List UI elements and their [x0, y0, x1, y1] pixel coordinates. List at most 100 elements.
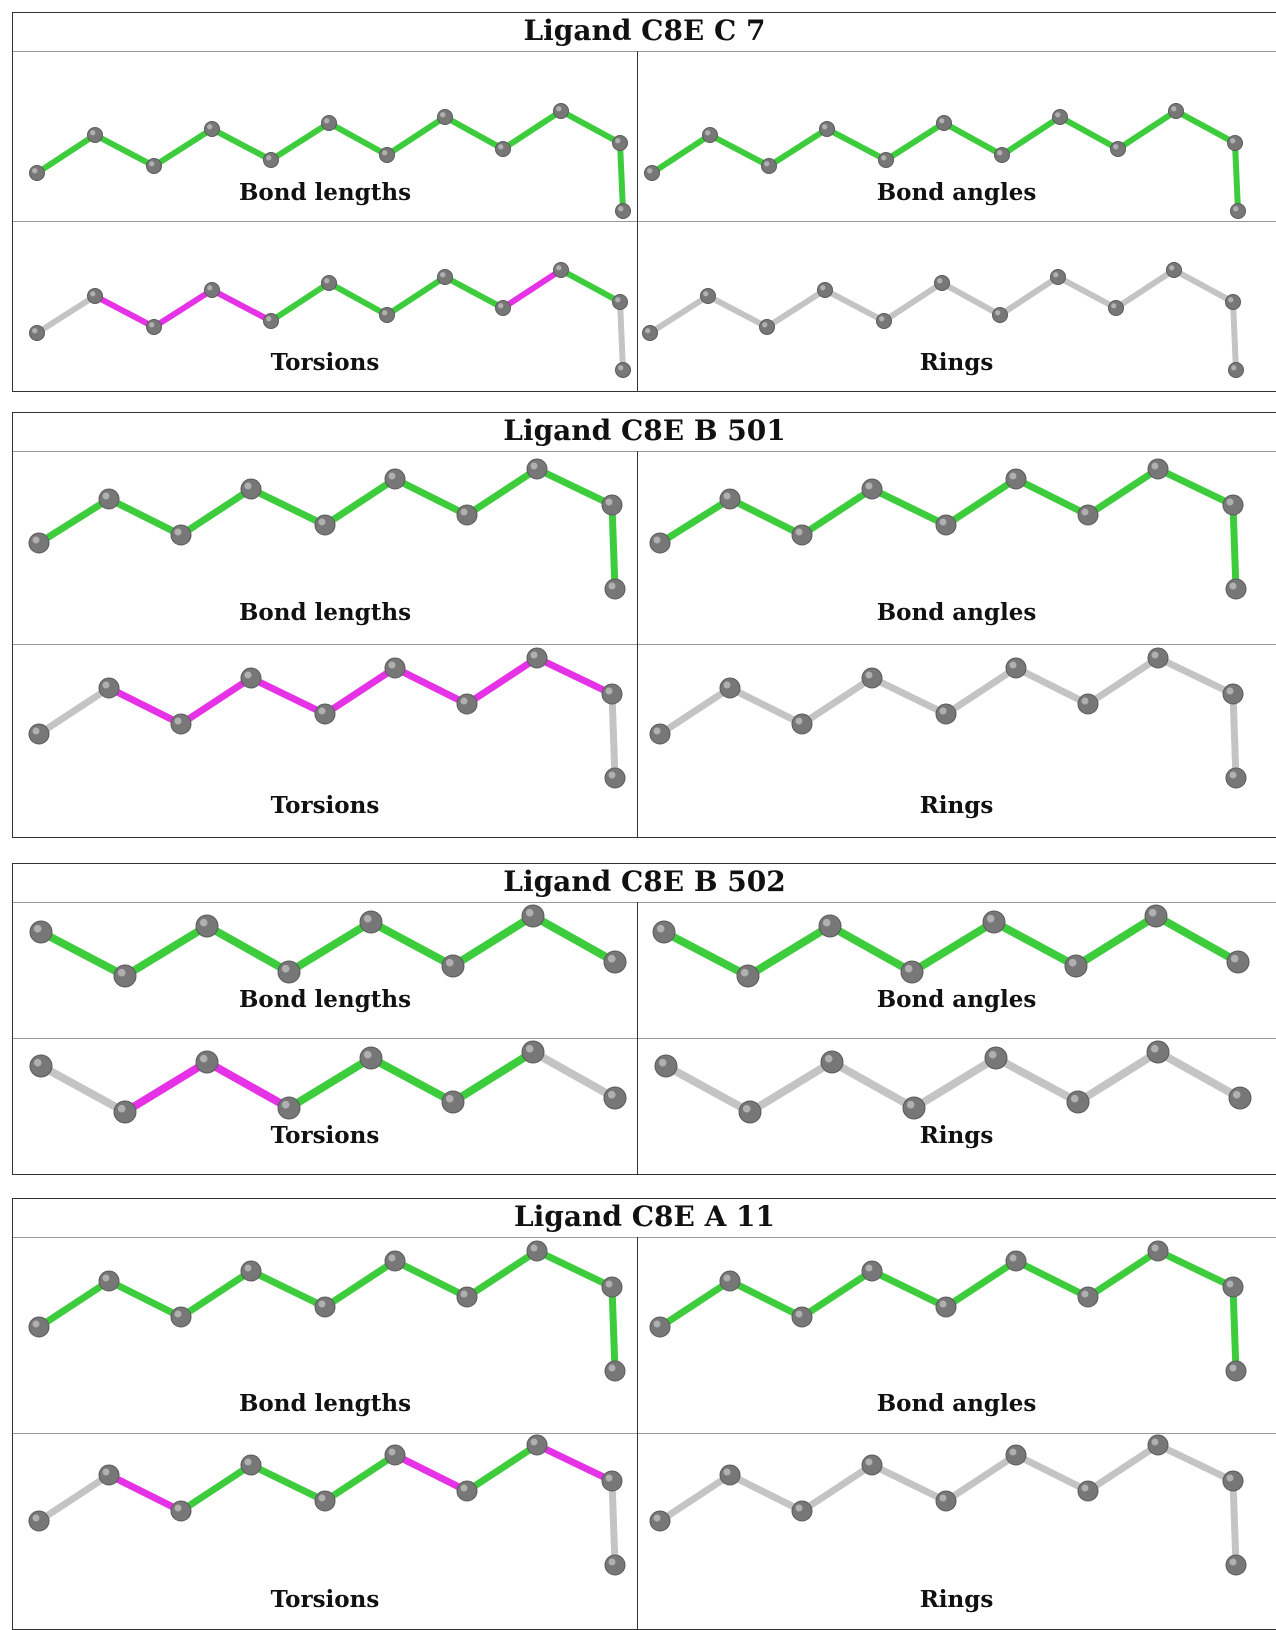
- atom-highlight: [653, 1320, 661, 1328]
- atom-highlight: [266, 316, 272, 322]
- atom: [604, 578, 626, 600]
- bond: [608, 690, 619, 782]
- atom-highlight: [324, 278, 330, 284]
- bond: [463, 465, 541, 519]
- atom: [314, 703, 336, 725]
- panel-label: Bond lengths: [238, 599, 412, 626]
- atom-highlight: [382, 150, 388, 156]
- atom-highlight: [1229, 1558, 1237, 1566]
- atom-highlight: [460, 1290, 468, 1298]
- atom: [204, 121, 220, 137]
- atom-highlight: [207, 285, 213, 291]
- atom: [1225, 1360, 1247, 1382]
- atom-highlight: [388, 472, 396, 480]
- panel-label: Bond angles: [876, 1390, 1037, 1417]
- panel-label: Torsions: [270, 792, 380, 819]
- atom: [791, 1306, 813, 1328]
- bond: [35, 495, 113, 547]
- bond: [744, 922, 834, 980]
- bond: [1012, 475, 1092, 519]
- bond: [942, 664, 1020, 718]
- atom-highlight: [881, 155, 887, 161]
- bond: [1229, 1283, 1240, 1375]
- atom-highlight: [33, 924, 42, 933]
- atom: [982, 910, 1006, 934]
- atom-highlight: [822, 124, 828, 130]
- atom-highlight: [607, 954, 616, 963]
- panel-bond-angles: Bond angles: [637, 902, 1275, 1038]
- panel-label: Torsions: [270, 1586, 380, 1613]
- bond: [939, 280, 1003, 318]
- atom: [384, 1444, 406, 1466]
- ligand-title: Ligand C8E C 7: [13, 13, 1276, 52]
- atom: [1005, 1250, 1027, 1272]
- atom: [98, 488, 120, 510]
- bond: [726, 495, 806, 539]
- atom-highlight: [618, 365, 624, 371]
- bond: [391, 1257, 471, 1301]
- bond: [1084, 465, 1162, 519]
- atom: [29, 325, 45, 341]
- bond: [442, 114, 506, 152]
- atom: [379, 307, 395, 323]
- ligand-title: Ligand C8E B 501: [13, 413, 1276, 452]
- atom-highlight: [742, 1104, 751, 1113]
- atom: [1050, 269, 1066, 285]
- bond: [608, 1283, 619, 1375]
- atom-highlight: [997, 150, 1003, 156]
- bond: [34, 132, 98, 176]
- atom: [1005, 657, 1027, 679]
- atom-highlight: [1081, 1484, 1089, 1492]
- atom-highlight: [1053, 272, 1059, 278]
- bond: [391, 664, 471, 708]
- atom: [1166, 262, 1182, 278]
- atom-highlight: [824, 1054, 833, 1063]
- atom-highlight: [90, 291, 96, 297]
- atom: [738, 1100, 762, 1124]
- atom: [98, 1270, 120, 1292]
- atom-highlight: [324, 118, 330, 124]
- atom-highlight: [32, 1320, 40, 1328]
- atom-highlight: [388, 661, 396, 669]
- atom: [935, 514, 957, 536]
- panel-bond-angles: Bond angles: [637, 51, 1275, 221]
- bond: [1012, 664, 1092, 708]
- bond: [35, 1471, 113, 1525]
- atom: [456, 1480, 478, 1502]
- atom-highlight: [939, 518, 947, 526]
- atom-highlight: [149, 161, 155, 167]
- panel-label: Bond angles: [876, 599, 1037, 626]
- atom: [321, 275, 337, 291]
- atom-highlight: [1081, 1290, 1089, 1298]
- bond: [177, 1267, 255, 1321]
- atom-highlight: [1151, 1438, 1159, 1446]
- atom: [791, 1500, 813, 1522]
- atom-highlight: [723, 1274, 731, 1282]
- atom-highlight: [605, 1280, 613, 1288]
- atom: [861, 478, 883, 500]
- atom-highlight: [795, 1310, 803, 1318]
- atom: [1168, 103, 1184, 119]
- atom-highlight: [615, 138, 621, 144]
- bond: [37, 928, 129, 980]
- bond: [500, 108, 564, 152]
- atom: [934, 275, 950, 291]
- bond: [533, 1247, 616, 1291]
- bond: [1154, 465, 1237, 509]
- bond: [326, 120, 390, 158]
- bond: [1012, 1257, 1092, 1301]
- atom: [87, 127, 103, 143]
- atom-highlight: [1151, 651, 1159, 659]
- atom: [1077, 693, 1099, 715]
- ligand-structure: [649, 458, 1247, 600]
- atom: [819, 121, 835, 137]
- panel-torsions: Torsions: [13, 1038, 637, 1174]
- atom-highlight: [363, 914, 372, 923]
- atom-highlight: [615, 297, 621, 303]
- atom-highlight: [658, 1058, 667, 1067]
- atom: [277, 1096, 301, 1120]
- atom-highlight: [608, 1364, 616, 1372]
- bond: [247, 1267, 329, 1311]
- bond: [529, 912, 619, 966]
- atom-highlight: [703, 291, 709, 297]
